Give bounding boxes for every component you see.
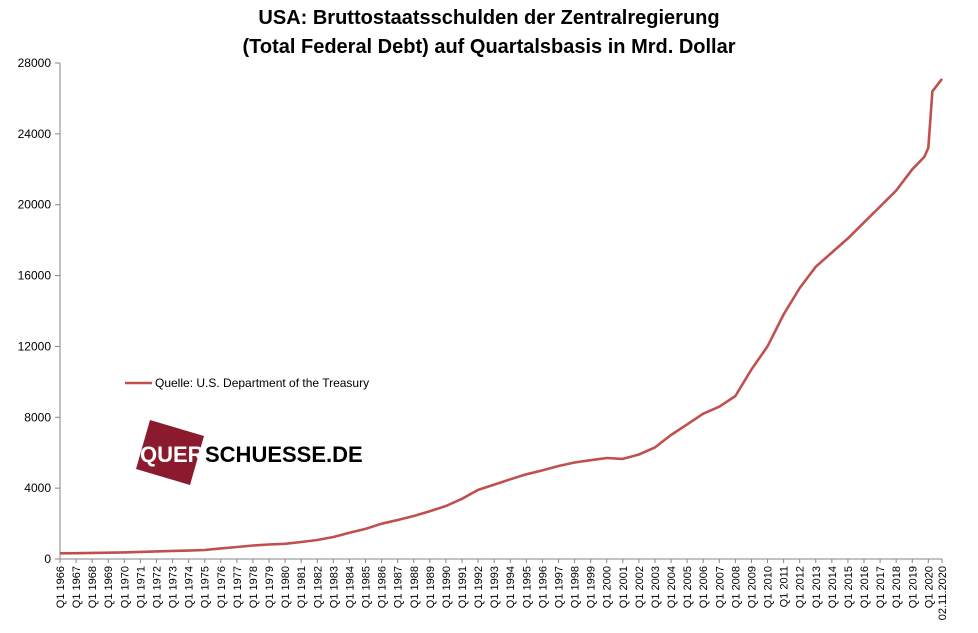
chart-title: USA: Bruttostaatsschulden der Zentralreg… xyxy=(0,4,978,62)
chart-title-line-1: USA: Bruttostaatsschulden der Zentralreg… xyxy=(258,7,720,29)
x-tick-label: Q1 1969 xyxy=(103,566,115,608)
series-layer xyxy=(59,78,944,555)
series-line xyxy=(59,78,944,555)
x-tick-label: Q1 1984 xyxy=(344,566,356,608)
logo-text-part2: SCHUESSE.DE xyxy=(205,442,363,467)
x-tick-label: Q1 2002 xyxy=(634,566,646,608)
x-tick-label: Q1 2013 xyxy=(811,566,823,608)
x-tick-label: Q1 2012 xyxy=(795,566,807,608)
y-tick-label: 12000 xyxy=(18,339,52,353)
x-tick-label: Q1 2019 xyxy=(907,566,919,608)
x-tick-label: Q1 2007 xyxy=(714,566,726,608)
y-tick-label: 28000 xyxy=(18,56,52,70)
x-tick-label: Q1 2009 xyxy=(746,566,758,608)
chart-title-line-2: (Total Federal Debt) auf Quartalsbasis i… xyxy=(242,36,736,58)
x-tick-label: Q1 2000 xyxy=(602,566,614,608)
x-tick-label: Q1 2016 xyxy=(859,566,871,608)
x-tick-label: Q1 2003 xyxy=(650,566,662,608)
y-tick-label: 0 xyxy=(44,552,51,566)
x-tick-label: 02.11.2020 xyxy=(937,566,949,620)
x-tick-label: Q1 1986 xyxy=(377,566,389,608)
x-tick-label: Q1 1990 xyxy=(441,566,453,608)
x-tick-label: Q1 1966 xyxy=(55,566,67,608)
x-tick-label: Q1 2005 xyxy=(682,566,694,608)
x-tick-label: Q1 2004 xyxy=(666,566,678,608)
x-tick-label: Q1 1982 xyxy=(312,566,324,608)
x-tick-label: Q1 1992 xyxy=(473,566,485,608)
x-tick-label: Q1 1993 xyxy=(489,566,501,608)
legend: Quelle: U.S. Department of the Treasury xyxy=(125,376,369,390)
x-tick-label: Q1 2015 xyxy=(843,566,855,608)
x-axis-ticks: Q1 1966 Q1 1967 Q1 1968 Q1 1969 Q1 1970 Q1 19… xyxy=(55,559,949,620)
x-tick-label: Q1 2008 xyxy=(730,566,742,608)
y-tick-label: 24000 xyxy=(18,127,52,141)
x-tick-label: Q1 1978 xyxy=(248,566,260,608)
y-tick-label: 8000 xyxy=(24,410,51,424)
y-tick-label: 16000 xyxy=(18,269,52,283)
x-tick-label: Q1 1974 xyxy=(184,566,196,608)
logo-text-part1: QUER xyxy=(140,442,204,467)
x-tick-label: Q1 1968 xyxy=(87,566,99,608)
x-tick-label: Q1 1981 xyxy=(296,566,308,608)
legend-label: Quelle: U.S. Department of the Treasury xyxy=(155,376,369,390)
x-tick-label: Q1 2014 xyxy=(827,566,839,608)
x-tick-label: Q1 1976 xyxy=(216,566,228,608)
x-tick-label: Q1 1972 xyxy=(151,566,163,608)
watermark-logo: QUER SCHUESSE.DE xyxy=(136,420,363,485)
x-tick-label: Q1 1989 xyxy=(425,566,437,608)
y-tick-label: 20000 xyxy=(18,198,52,212)
logo-box xyxy=(136,420,204,485)
x-tick-label: Q1 1980 xyxy=(280,566,292,608)
x-tick-label: Q1 1975 xyxy=(200,566,212,608)
x-tick-label: Q1 1977 xyxy=(232,566,244,608)
x-tick-label: Q1 1998 xyxy=(570,566,582,608)
x-tick-label: Q1 1973 xyxy=(168,566,180,608)
x-tick-label: Q1 1995 xyxy=(521,566,533,608)
x-tick-label: Q1 1994 xyxy=(505,566,517,608)
x-tick-label: Q1 1988 xyxy=(409,566,421,608)
axes xyxy=(59,63,942,560)
x-tick-label: Q1 1967 xyxy=(71,566,83,608)
x-tick-label: Q1 1983 xyxy=(328,566,340,608)
x-tick-label: Q1 1985 xyxy=(361,566,373,608)
x-tick-label: Q1 2010 xyxy=(763,566,775,608)
x-tick-label: Q1 2017 xyxy=(875,566,887,608)
y-tick-label: 4000 xyxy=(24,481,51,495)
x-tick-label: Q1 2011 xyxy=(779,566,791,607)
x-tick-label: Q1 1991 xyxy=(457,566,469,608)
x-tick-label: Q1 1987 xyxy=(393,566,405,608)
x-tick-label: Q1 2001 xyxy=(618,566,630,608)
x-tick-label: Q1 1997 xyxy=(553,566,565,608)
x-tick-label: Q1 1979 xyxy=(264,566,276,608)
x-tick-label: Q1 1970 xyxy=(119,566,131,608)
x-tick-label: Q1 2006 xyxy=(698,566,710,608)
x-tick-label: Q1 1996 xyxy=(537,566,549,608)
x-tick-label: Q1 2020 xyxy=(923,566,935,608)
x-tick-label: Q1 1999 xyxy=(586,566,598,608)
x-tick-label: Q1 2018 xyxy=(891,566,903,608)
y-axis-ticks: 0 4000 8000 12000 16000 20000 24000 28000 xyxy=(18,56,60,566)
x-tick-label: Q1 1971 xyxy=(135,566,147,608)
